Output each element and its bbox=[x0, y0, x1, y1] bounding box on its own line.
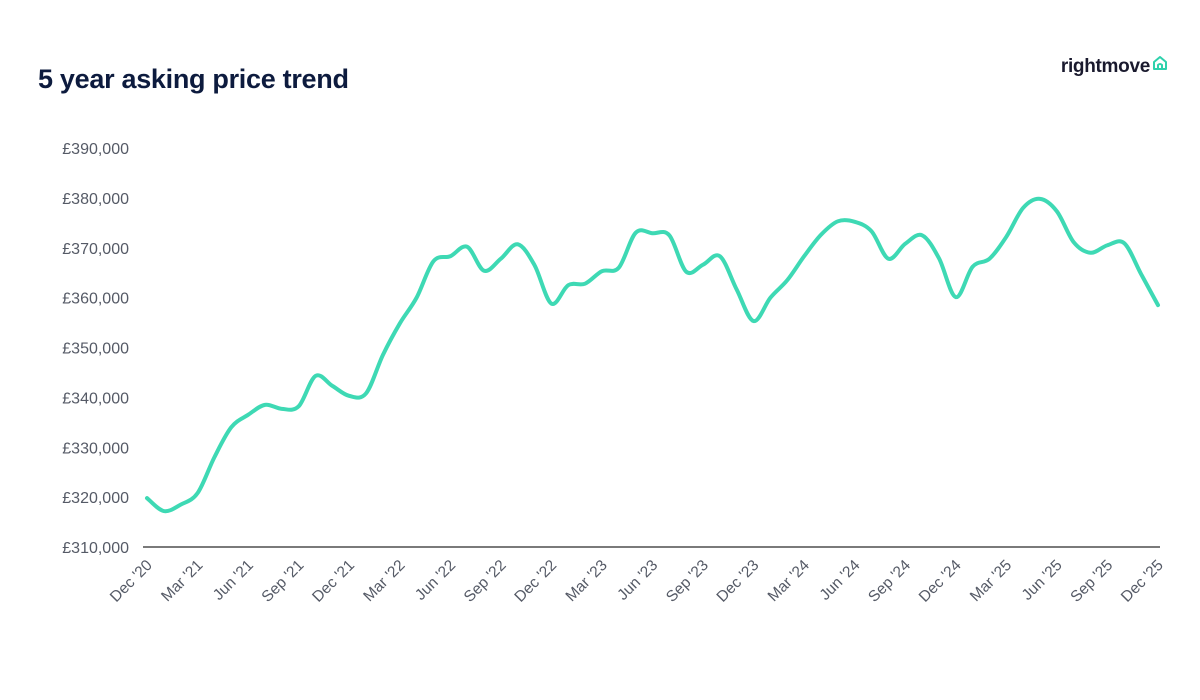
x-tick-label: Sep '25 bbox=[1067, 557, 1116, 606]
brand-name: rightmove bbox=[1060, 56, 1150, 77]
x-tick-label: Jun '22 bbox=[412, 557, 459, 604]
x-tick-label: Mar '23 bbox=[563, 557, 611, 605]
house-outline-icon bbox=[1153, 56, 1167, 70]
y-tick-label: £340,000 bbox=[62, 390, 129, 407]
x-tick-label: Sep '24 bbox=[865, 557, 914, 606]
y-axis-ticks: £310,000 £320,000 £330,000 £340,000 £350,000… bbox=[62, 141, 129, 557]
y-tick-label: £320,000 bbox=[62, 490, 129, 507]
x-tick-label: Mar '25 bbox=[967, 557, 1015, 605]
y-tick-label: £310,000 bbox=[62, 540, 129, 557]
y-tick-label: £370,000 bbox=[62, 241, 129, 258]
x-tick-label: Dec '22 bbox=[511, 557, 560, 606]
x-tick-label: Mar '21 bbox=[158, 557, 206, 605]
y-tick-label: £330,000 bbox=[62, 440, 129, 457]
chart-title: 5 year asking price trend bbox=[38, 64, 349, 94]
x-tick-label: Jun '21 bbox=[210, 557, 257, 604]
x-tick-label: Sep '21 bbox=[259, 557, 308, 606]
x-tick-label: Dec '25 bbox=[1118, 557, 1167, 606]
x-tick-label: Jun '23 bbox=[614, 557, 661, 604]
x-tick-label: Dec '21 bbox=[309, 557, 358, 606]
y-tick-label: £380,000 bbox=[62, 191, 129, 208]
x-tick-label: Sep '22 bbox=[461, 557, 510, 606]
y-tick-label: £390,000 bbox=[62, 141, 129, 158]
y-tick-label: £350,000 bbox=[62, 341, 129, 358]
x-tick-label: Jun '25 bbox=[1019, 557, 1066, 604]
series-line bbox=[145, 196, 1160, 514]
x-tick-label: Dec '23 bbox=[714, 557, 763, 606]
x-axis-ticks: Dec '20 Mar '21 Jun '21 Sep '21 Dec '21 Mar '… bbox=[107, 557, 1167, 606]
y-tick-label: £360,000 bbox=[62, 291, 129, 308]
x-tick-label: Dec '20 bbox=[107, 557, 156, 606]
x-tick-label: Dec '24 bbox=[916, 557, 965, 606]
x-tick-label: Mar '22 bbox=[360, 557, 408, 605]
x-tick-label: Jun '24 bbox=[817, 557, 864, 604]
x-tick-label: Mar '24 bbox=[765, 557, 813, 605]
x-tick-label: Sep '23 bbox=[663, 557, 712, 606]
brand-logo: rightmove bbox=[1061, 56, 1168, 78]
